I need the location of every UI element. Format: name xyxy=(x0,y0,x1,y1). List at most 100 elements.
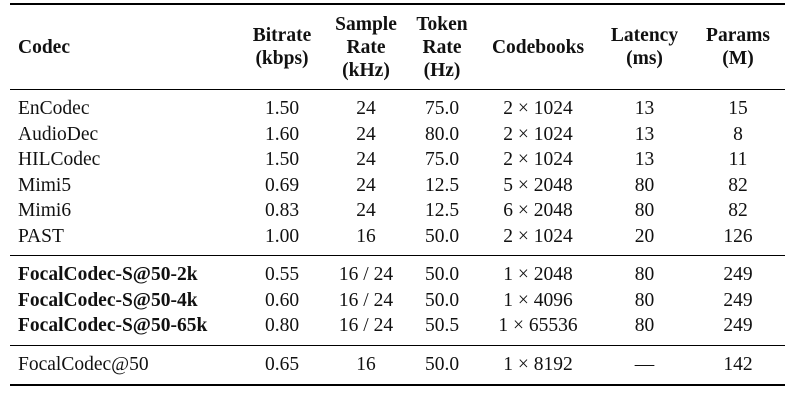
baseline-group: EnCodec 1.50 24 75.0 2 × 1024 13 15 AudioDec 1.6… xyxy=(10,96,785,249)
bitrate-cell: 0.69 xyxy=(264,174,300,196)
group-rule-1 xyxy=(10,255,785,257)
codebooks-cell: 6 × 2048 xyxy=(503,200,573,222)
latency-cell: 80 xyxy=(634,174,655,196)
header-sample-rate-line: (kHz) xyxy=(342,59,390,81)
header-latency-line: Latency xyxy=(610,25,679,46)
sample-rate-cell: 16 / 24 xyxy=(338,289,394,311)
reference-group: FocalCodec@50 0.65 16 50.0 1 × 8192 — 142 xyxy=(10,352,785,378)
table-row: Mimi5 0.69 24 12.5 5 × 2048 80 82 xyxy=(10,173,785,199)
params-cell: 249 xyxy=(723,315,753,337)
table-row: AudioDec 1.60 24 80.0 2 × 1024 13 8 xyxy=(10,122,785,148)
codebooks-cell: 1 × 2048 xyxy=(503,264,573,286)
table-row: FocalCodec-S@50-2k 0.55 16 / 24 50.0 1 × 204… xyxy=(10,262,785,288)
latency-cell: 13 xyxy=(634,98,655,120)
codebooks-cell: 2 × 1024 xyxy=(503,149,573,171)
params-cell: 15 xyxy=(728,98,748,120)
token-rate-cell: 50.0 xyxy=(424,225,460,247)
header-params: Params (M) xyxy=(691,24,785,70)
latency-cell: 80 xyxy=(634,200,655,222)
sample-rate-cell: 24 xyxy=(356,200,376,222)
params-cell: 126 xyxy=(723,225,753,247)
sample-rate-cell: 16 xyxy=(356,225,376,247)
sample-rate-cell: 16 xyxy=(356,354,376,376)
token-rate-cell: 50.0 xyxy=(424,354,460,376)
bitrate-cell: 0.80 xyxy=(264,315,300,337)
token-rate-cell: 75.0 xyxy=(424,98,460,120)
header-token-rate-line: Token xyxy=(416,13,468,35)
latency-cell: 80 xyxy=(634,264,655,286)
token-rate-cell: 80.0 xyxy=(424,123,460,145)
codec-cell: AudioDec xyxy=(18,123,99,145)
codebooks-cell: 2 × 1024 xyxy=(503,98,573,120)
table-row: FocalCodec-S@50-4k 0.60 16 / 24 50.0 1 × 409… xyxy=(10,288,785,314)
params-cell: 8 xyxy=(733,123,743,145)
codebooks-cell: 1 × 4096 xyxy=(503,289,573,311)
latency-cell: 13 xyxy=(634,123,655,145)
bottom-rule xyxy=(10,383,785,386)
top-rule xyxy=(10,3,785,5)
table-row: Mimi6 0.83 24 12.5 6 × 2048 80 82 xyxy=(10,198,785,224)
token-rate-cell: 50.0 xyxy=(424,264,460,286)
token-rate-cell: 12.5 xyxy=(424,174,460,196)
table-row: HILCodec 1.50 24 75.0 2 × 1024 13 11 xyxy=(10,147,785,173)
header-sample-rate-line: Rate xyxy=(346,36,386,58)
header-latency: Latency (ms) xyxy=(598,24,691,70)
header-token-rate-line: (Hz) xyxy=(423,59,461,81)
bitrate-cell: 0.83 xyxy=(264,200,300,222)
bitrate-cell: 0.55 xyxy=(264,264,300,286)
sample-rate-cell: 24 xyxy=(356,149,376,171)
codec-cell: FocalCodec@50 xyxy=(18,354,149,376)
codec-cell: EnCodec xyxy=(18,98,90,120)
latency-cell: 13 xyxy=(634,149,655,171)
bitrate-cell: 1.50 xyxy=(264,149,300,171)
token-rate-cell: 50.5 xyxy=(424,315,460,337)
table-row: EnCodec 1.50 24 75.0 2 × 1024 13 15 xyxy=(10,96,785,122)
params-cell: 82 xyxy=(728,200,748,222)
sample-rate-cell: 24 xyxy=(356,123,376,145)
sample-rate-cell: 24 xyxy=(356,174,376,196)
sample-rate-cell: 24 xyxy=(356,98,376,120)
header-params-line: (M) xyxy=(722,48,754,69)
latency-cell: — xyxy=(634,354,655,376)
header-token-rate-line: Rate xyxy=(422,36,462,58)
bitrate-cell: 0.65 xyxy=(264,354,300,376)
header-sample-rate: Sample Rate (kHz) xyxy=(326,13,406,82)
codec-cell: PAST xyxy=(18,225,64,247)
codebooks-cell: 2 × 1024 xyxy=(503,225,573,247)
header-params-line: Params xyxy=(706,25,770,46)
table-row: FocalCodec@50 0.65 16 50.0 1 × 8192 — 142 xyxy=(10,352,785,378)
codebooks-cell: 1 × 65536 xyxy=(498,315,578,337)
params-cell: 82 xyxy=(728,174,748,196)
bitrate-cell: 1.50 xyxy=(264,98,300,120)
token-rate-cell: 75.0 xyxy=(424,149,460,171)
header-rule xyxy=(10,89,785,91)
header-bitrate-line: (kbps) xyxy=(255,48,309,69)
latency-cell: 80 xyxy=(634,315,655,337)
codebooks-cell: 2 × 1024 xyxy=(503,123,573,145)
token-rate-cell: 50.0 xyxy=(424,289,460,311)
codec-comparison-table: Codec Bitrate (kbps) Sample Rate (kHz) Token Ra… xyxy=(10,3,785,386)
bitrate-cell: 1.60 xyxy=(264,123,300,145)
codec-cell: HILCodec xyxy=(18,149,101,171)
params-cell: 142 xyxy=(723,354,753,376)
bitrate-cell: 1.00 xyxy=(264,225,300,247)
codebooks-cell: 1 × 8192 xyxy=(503,354,573,376)
header-bitrate: Bitrate (kbps) xyxy=(238,24,326,70)
proposed-group: FocalCodec-S@50-2k 0.55 16 / 24 50.0 1 × 204… xyxy=(10,262,785,339)
header-sample-rate-line: Sample xyxy=(335,13,397,35)
header-token-rate: Token Rate (Hz) xyxy=(406,13,478,82)
codec-cell: FocalCodec-S@50-65k xyxy=(18,315,208,337)
latency-cell: 20 xyxy=(634,225,655,247)
group-rule-2 xyxy=(10,344,785,347)
header-codebooks-line: Codebooks xyxy=(491,36,585,58)
codec-cell: Mimi6 xyxy=(18,200,72,222)
header-codec: Codec xyxy=(10,36,238,59)
sample-rate-cell: 16 / 24 xyxy=(338,264,394,286)
table-row: PAST 1.00 16 50.0 2 × 1024 20 126 xyxy=(10,224,785,250)
header-row: Codec Bitrate (kbps) Sample Rate (kHz) Token Ra… xyxy=(10,5,785,89)
params-cell: 249 xyxy=(723,264,753,286)
codebooks-cell: 5 × 2048 xyxy=(503,174,573,196)
bitrate-cell: 0.60 xyxy=(264,289,300,311)
sample-rate-cell: 16 / 24 xyxy=(338,315,394,337)
header-codec-line: Codec xyxy=(18,36,70,58)
